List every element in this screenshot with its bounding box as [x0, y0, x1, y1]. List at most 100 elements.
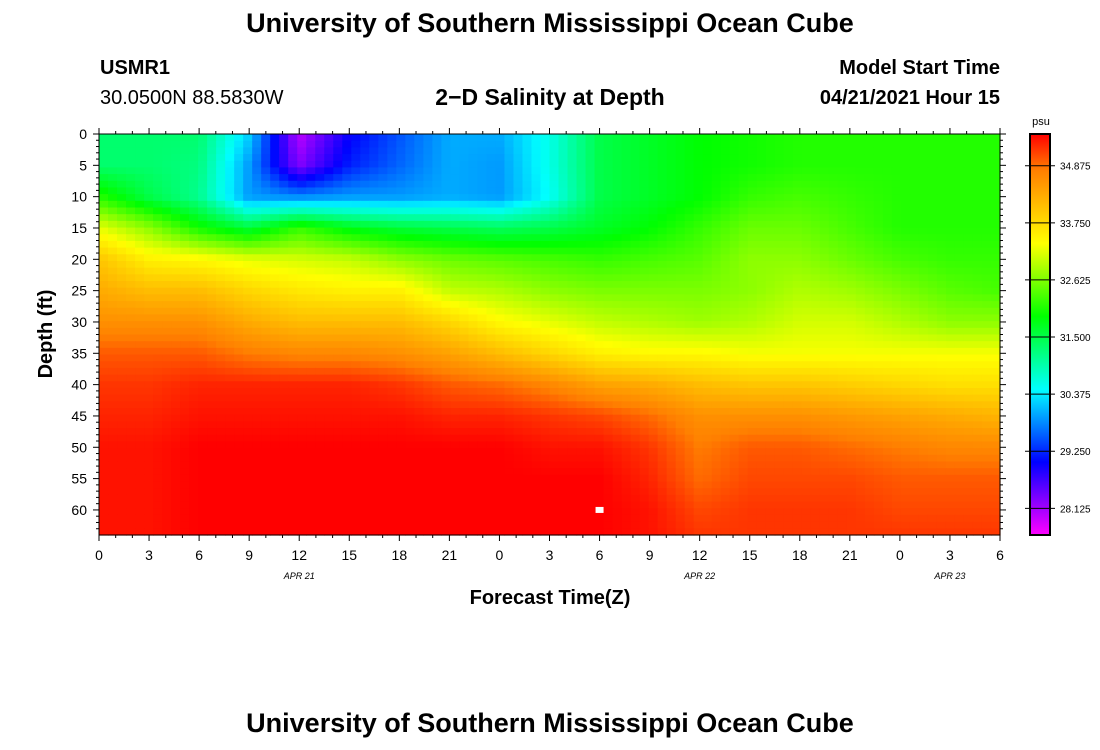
heatmap-cell [702, 227, 713, 235]
heatmap-cell [774, 294, 785, 302]
heatmap-cell [468, 408, 479, 416]
heatmap-cell [180, 307, 190, 316]
heatmap-cell [531, 441, 542, 449]
heatmap-cell [477, 247, 488, 255]
heatmap-cell [288, 160, 298, 169]
heatmap-cell [801, 254, 812, 262]
heatmap-cell [981, 167, 992, 175]
heatmap-cell [486, 367, 497, 376]
heatmap-cell [630, 441, 641, 449]
heatmap-cell [180, 448, 190, 456]
heatmap-cell [720, 414, 731, 422]
heatmap-cell [783, 160, 794, 169]
heatmap-cell [414, 361, 424, 369]
heatmap-cell [927, 240, 938, 249]
heatmap-cell [648, 240, 659, 249]
heatmap-cell [540, 307, 551, 316]
heatmap-cell [540, 321, 551, 329]
heatmap-cell [702, 254, 713, 262]
heatmap-cell [891, 281, 902, 289]
heatmap-cell [990, 154, 1001, 162]
heatmap-cell [585, 441, 596, 449]
heatmap-cell [135, 187, 145, 195]
heatmap-cell [288, 194, 298, 202]
heatmap-cell [918, 274, 929, 282]
heatmap-cell [405, 327, 415, 336]
heatmap-cell [765, 160, 776, 169]
heatmap-cell [333, 247, 343, 255]
heatmap-cell [171, 394, 181, 402]
heatmap-cell [171, 361, 181, 369]
heatmap-cell [216, 254, 226, 262]
heatmap-cell [504, 194, 515, 202]
heatmap-cell [981, 200, 992, 209]
heatmap-cell [279, 414, 289, 422]
heatmap-cell [648, 294, 659, 302]
heatmap-cell [495, 154, 506, 162]
heatmap-cell [297, 207, 307, 215]
heatmap-cell [126, 187, 136, 195]
heatmap-cell [351, 174, 361, 182]
heatmap-cell [504, 214, 515, 222]
heatmap-cell [540, 160, 551, 169]
heatmap-cell [675, 167, 686, 175]
heatmap-cell [576, 428, 587, 436]
heatmap-cell [198, 154, 208, 162]
heatmap-cell [918, 167, 929, 175]
heatmap-cell [855, 361, 866, 369]
heatmap-cell [846, 434, 857, 443]
heatmap-cell [189, 267, 199, 275]
heatmap-cell [990, 180, 1001, 189]
heatmap-cell [234, 301, 244, 309]
heatmap-cell [936, 194, 947, 202]
heatmap-cell [432, 267, 442, 275]
heatmap-cell [738, 301, 749, 309]
heatmap-cell [918, 140, 929, 148]
heatmap-cell [657, 154, 668, 162]
heatmap-cell [117, 214, 127, 222]
heatmap-cell [945, 354, 956, 362]
heatmap-cell [981, 194, 992, 202]
heatmap-cell [189, 428, 199, 436]
heatmap-cell [549, 347, 560, 356]
heatmap-cell [567, 314, 578, 322]
heatmap-cell [927, 194, 938, 202]
heatmap-cell [612, 387, 623, 396]
heatmap-cell [189, 381, 199, 389]
heatmap-cell [207, 220, 217, 229]
heatmap-cell [783, 367, 794, 376]
heatmap-cell [279, 147, 289, 155]
heatmap-cell [639, 301, 650, 309]
heatmap-cell [810, 441, 821, 449]
heatmap-cell [594, 167, 605, 175]
heatmap-cell [747, 247, 758, 255]
heatmap-cell [387, 140, 397, 148]
heatmap-cell [162, 207, 172, 215]
heatmap-cell [432, 448, 442, 456]
heatmap-cell [324, 274, 334, 282]
heatmap-cell [720, 428, 731, 436]
heatmap-cell [297, 140, 307, 148]
heatmap-cell [963, 160, 974, 169]
heatmap-cell [297, 134, 307, 142]
heatmap-cell [846, 327, 857, 336]
heatmap-cell [405, 394, 415, 402]
heatmap-cell [486, 287, 497, 295]
heatmap-cell [792, 274, 803, 282]
heatmap-cell [630, 194, 641, 202]
heatmap-cell [387, 387, 397, 396]
heatmap-cell [405, 274, 415, 282]
heatmap-cell [819, 334, 830, 342]
heatmap-cell [297, 160, 307, 169]
heatmap-cell [990, 287, 1001, 295]
heatmap-cell [423, 341, 433, 349]
heatmap-cell [414, 367, 424, 376]
heatmap-cell [297, 381, 307, 389]
heatmap-cell [342, 347, 352, 356]
heatmap-cell [324, 200, 334, 209]
heatmap-cell [288, 287, 298, 295]
heatmap-cell [738, 194, 749, 202]
heatmap-cell [234, 401, 244, 409]
heatmap-cell [855, 281, 866, 289]
heatmap-cell [765, 134, 776, 142]
